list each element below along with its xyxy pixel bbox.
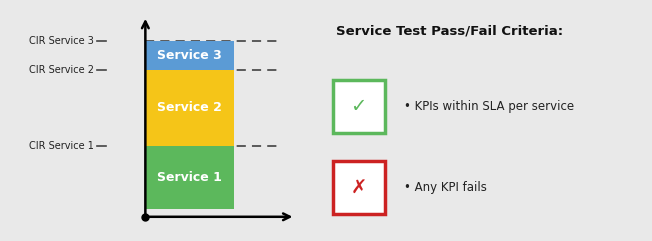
Bar xyxy=(145,41,233,70)
Text: • KPIs within SLA per service: • KPIs within SLA per service xyxy=(404,100,574,113)
Text: CIR Service 3: CIR Service 3 xyxy=(29,36,94,46)
Bar xyxy=(145,146,233,209)
FancyBboxPatch shape xyxy=(333,161,385,214)
Text: ✗: ✗ xyxy=(350,179,367,197)
Text: CIR Service 2: CIR Service 2 xyxy=(29,65,94,75)
FancyBboxPatch shape xyxy=(333,80,385,133)
Text: Service 1: Service 1 xyxy=(157,171,222,184)
Bar xyxy=(145,70,233,146)
Text: • Any KPI fails: • Any KPI fails xyxy=(404,181,487,194)
Text: Service 3: Service 3 xyxy=(157,49,222,62)
Text: CIR Service 1: CIR Service 1 xyxy=(29,141,94,151)
Text: Service 2: Service 2 xyxy=(157,101,222,114)
Text: ✓: ✓ xyxy=(350,97,367,115)
Text: Service Test Pass/Fail Criteria:: Service Test Pass/Fail Criteria: xyxy=(336,24,563,37)
